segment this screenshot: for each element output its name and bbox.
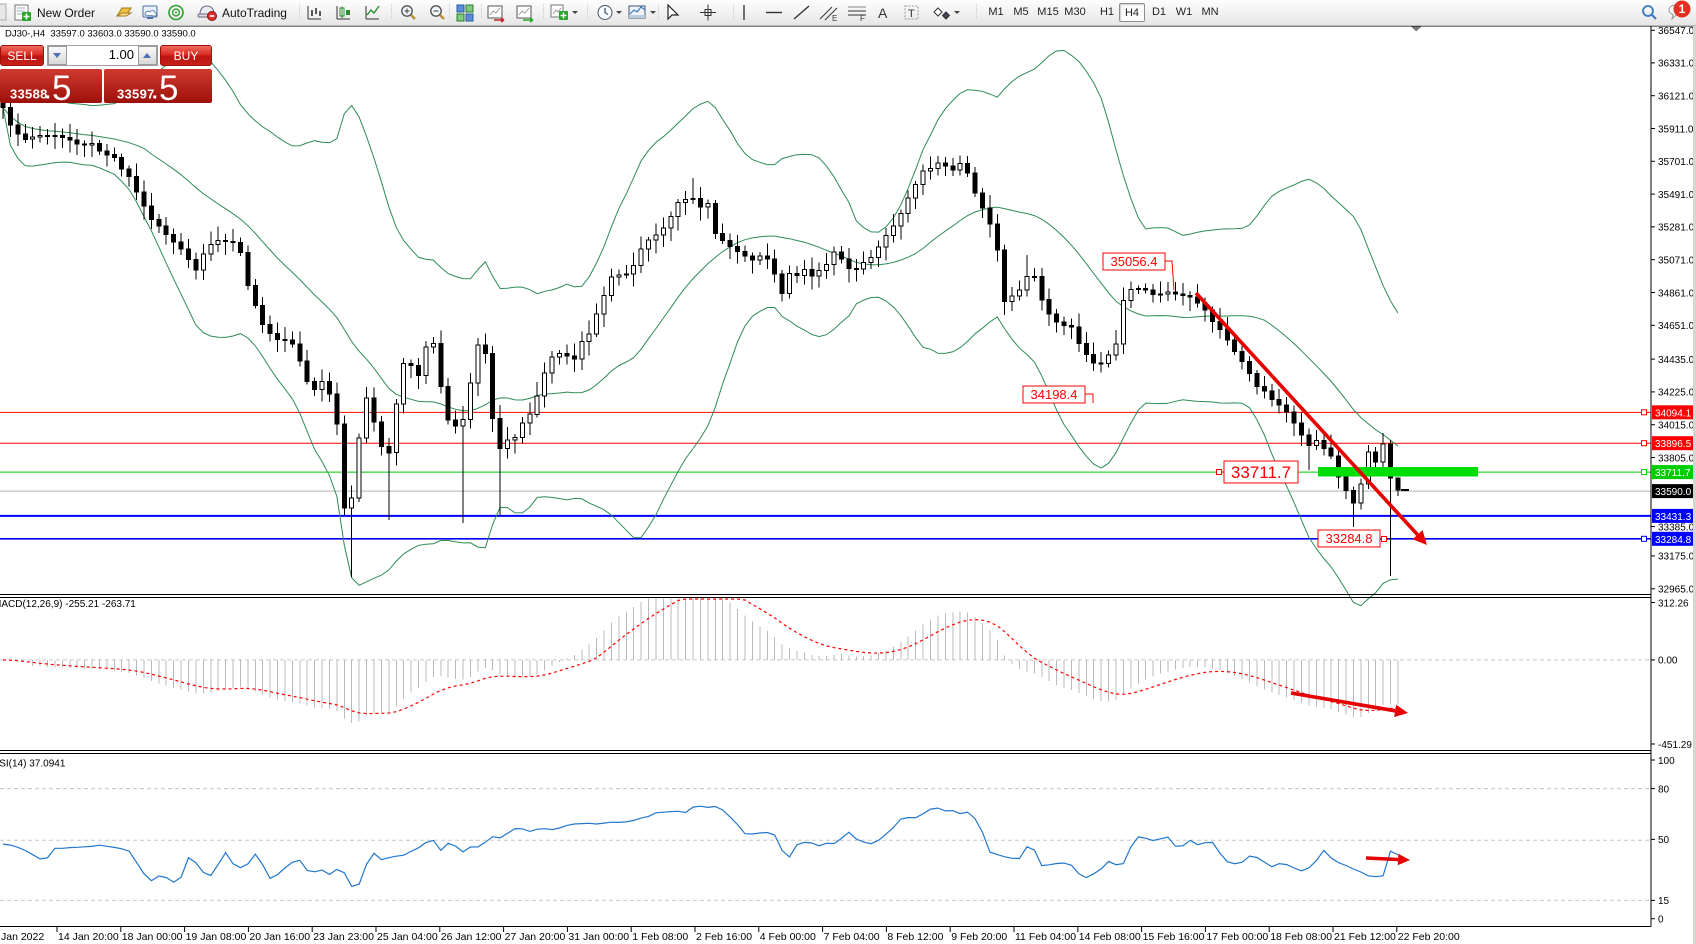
svg-text:0: 0 [1658,915,1664,926]
svg-text:100: 100 [1658,756,1675,767]
svg-text:34094.1: 34094.1 [1655,408,1692,419]
svg-text:34015.0: 34015.0 [1658,421,1695,432]
svg-text:1: 1 [1679,2,1686,16]
svg-text:35056.4: 35056.4 [1111,254,1158,269]
svg-text:33431.3: 33431.3 [1655,512,1692,523]
svg-text:35071.0: 35071.0 [1658,256,1695,267]
svg-text:22 Feb 20:00: 22 Feb 20:00 [1398,931,1460,943]
svg-text:18 Jan 00:00: 18 Jan 00:00 [122,931,183,943]
svg-text:36331.0: 36331.0 [1658,59,1695,70]
svg-text:33896.5: 33896.5 [1655,439,1692,450]
svg-text:RSI(14) 37.0941: RSI(14) 37.0941 [0,759,66,770]
svg-text:2 Feb 16:00: 2 Feb 16:00 [696,931,752,943]
svg-text:50: 50 [1658,835,1670,846]
svg-text:0.00: 0.00 [1658,656,1678,667]
svg-text:33711.7: 33711.7 [1655,468,1691,479]
svg-text:33711.7: 33711.7 [1231,463,1291,482]
svg-text:New Order: New Order [37,6,95,20]
svg-text:Jan 2022: Jan 2022 [1,931,44,943]
svg-text:34435.0: 34435.0 [1658,355,1695,366]
svg-text:36121.0: 36121.0 [1658,92,1695,103]
svg-text:33284.8: 33284.8 [1326,531,1373,546]
svg-text:F: F [860,14,865,23]
svg-text:34198.4: 34198.4 [1031,387,1078,402]
svg-text:9 Feb 20:00: 9 Feb 20:00 [951,931,1007,943]
svg-text:33805.0: 33805.0 [1658,453,1695,464]
svg-text:.: . [45,82,51,104]
svg-text:8 Feb 12:00: 8 Feb 12:00 [887,931,943,943]
svg-text:34225.0: 34225.0 [1658,388,1695,399]
svg-text:MACD(12,26,9) -255.21 -263.71: MACD(12,26,9) -255.21 -263.71 [0,599,136,610]
svg-text:15 Feb 16:00: 15 Feb 16:00 [1143,931,1205,943]
svg-text:E: E [832,14,837,23]
svg-text:4 Feb 00:00: 4 Feb 00:00 [760,931,816,943]
svg-text:18 Feb 08:00: 18 Feb 08:00 [1270,931,1332,943]
svg-text:33588: 33588 [10,87,48,102]
svg-text:15: 15 [1658,896,1670,907]
svg-text:1 Feb 08:00: 1 Feb 08:00 [632,931,688,943]
svg-text:33284.8: 33284.8 [1655,535,1692,546]
svg-text:32965.0: 32965.0 [1658,585,1695,596]
svg-text:34651.0: 34651.0 [1658,321,1695,332]
svg-text:AutoTrading: AutoTrading [222,6,287,20]
svg-text:T: T [908,8,915,20]
svg-text:34861.0: 34861.0 [1658,288,1695,299]
svg-text:26 Jan 12:00: 26 Jan 12:00 [441,931,502,943]
svg-text:7 Feb 04:00: 7 Feb 04:00 [824,931,880,943]
svg-text:23 Jan 23:00: 23 Jan 23:00 [313,931,374,943]
svg-text:11 Feb 04:00: 11 Feb 04:00 [1015,931,1076,943]
svg-text:33597: 33597 [117,87,155,102]
svg-text:17 Feb 00:00: 17 Feb 00:00 [1206,931,1268,943]
svg-text:33385.0: 33385.0 [1658,522,1695,533]
svg-text:20 Jan 16:00: 20 Jan 16:00 [249,931,310,943]
svg-text:.: . [152,82,158,104]
svg-text:5: 5 [52,69,71,103]
svg-text:36547.0: 36547.0 [1658,26,1695,37]
svg-text:19 Jan 08:00: 19 Jan 08:00 [186,931,247,943]
svg-text:35281.0: 35281.0 [1658,223,1695,234]
svg-text:-451.29: -451.29 [1658,740,1692,751]
svg-text:25 Jan 04:00: 25 Jan 04:00 [377,931,438,943]
svg-text:14 Jan 20:00: 14 Jan 20:00 [58,931,119,943]
svg-text:33175.0: 33175.0 [1658,552,1695,563]
svg-text:35911.0: 35911.0 [1658,124,1694,135]
svg-text:5: 5 [159,69,178,103]
svg-text:312.26: 312.26 [1658,598,1689,609]
svg-text:31 Jan 00:00: 31 Jan 00:00 [568,931,629,943]
svg-text:35491.0: 35491.0 [1658,190,1695,201]
svg-text:80: 80 [1658,784,1670,795]
svg-text:A: A [878,5,888,21]
svg-text:14 Feb 08:00: 14 Feb 08:00 [1079,931,1141,943]
svg-text:27 Jan 20:00: 27 Jan 20:00 [505,931,566,943]
svg-text:33590.0: 33590.0 [1655,487,1692,498]
svg-text:DJ30-,H4 33597.0 33603.0 3359: DJ30-,H4 33597.0 33603.0 33590.0 33590.0 [5,29,196,40]
svg-text:35701.0: 35701.0 [1658,157,1695,168]
svg-text:21 Feb 12:00: 21 Feb 12:00 [1334,931,1396,943]
